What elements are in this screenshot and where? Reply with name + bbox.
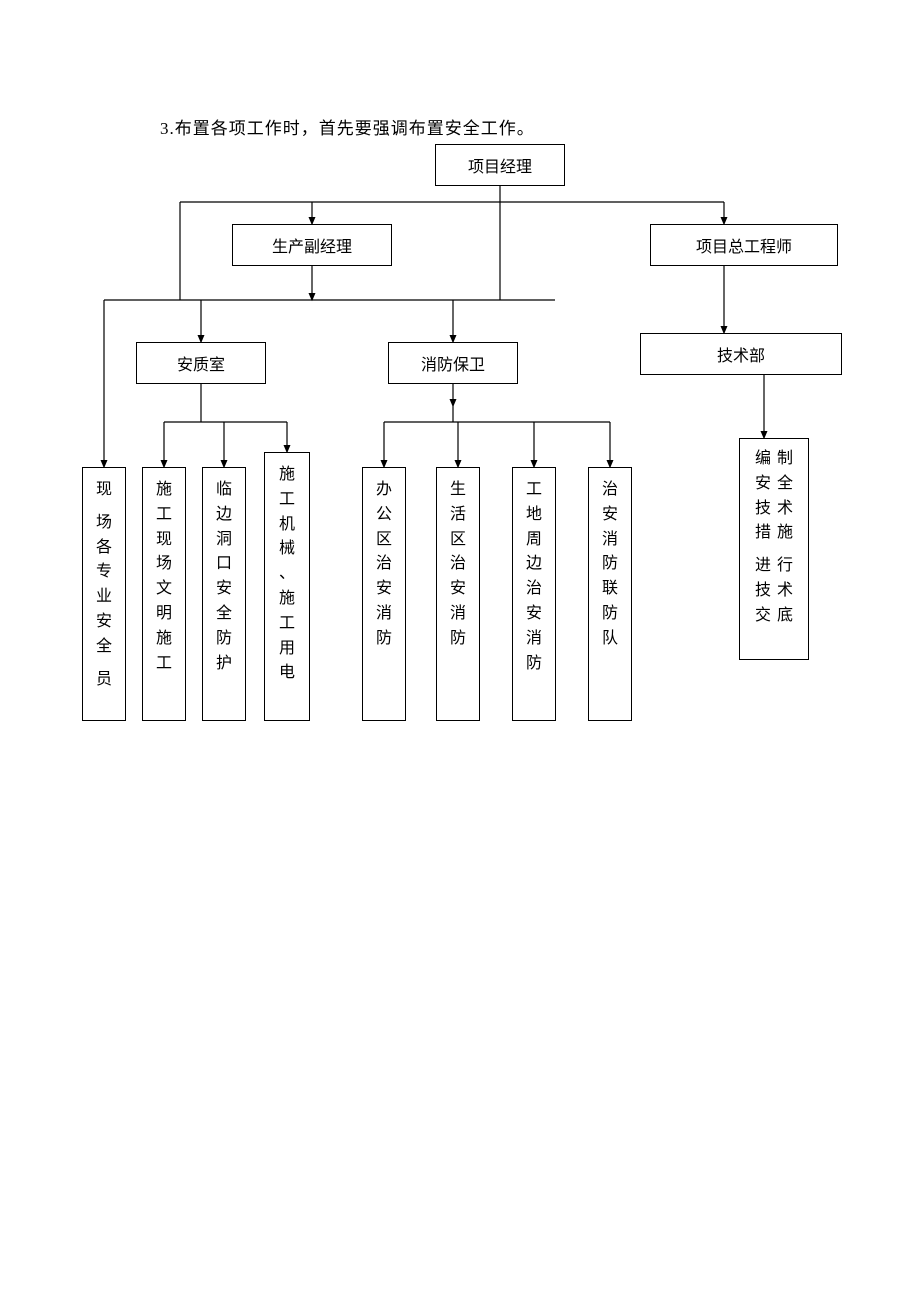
node-technical-dept: 技术部: [640, 333, 842, 375]
leaf-leaf6: 生活区治安消防: [436, 467, 480, 721]
node-fire-security: 消防保卫: [388, 342, 518, 384]
leaf-leaf2: 施工现场文明施工: [142, 467, 186, 721]
leaf-leaf9: 编安技措进技交制全术施行术底: [739, 438, 809, 660]
node-chief-engineer: 项目总工程师: [650, 224, 838, 266]
leaf-leaf8: 治安消防联防队: [588, 467, 632, 721]
node-safety-quality-office: 安质室: [136, 342, 266, 384]
node-project-manager: 项目经理: [435, 144, 565, 186]
node-production-deputy: 生产副经理: [232, 224, 392, 266]
leaf-leaf4: 施工机械、施工用电: [264, 452, 310, 721]
leaf-leaf1: 现场各专业安全员: [82, 467, 126, 721]
page-caption: 3.布置各项工作时，首先要强调布置安全工作。: [160, 114, 535, 139]
leaf-leaf3: 临边洞口安全防护: [202, 467, 246, 721]
leaf-leaf7: 工地周边治安消防: [512, 467, 556, 721]
leaf-leaf5: 办公区治安消防: [362, 467, 406, 721]
